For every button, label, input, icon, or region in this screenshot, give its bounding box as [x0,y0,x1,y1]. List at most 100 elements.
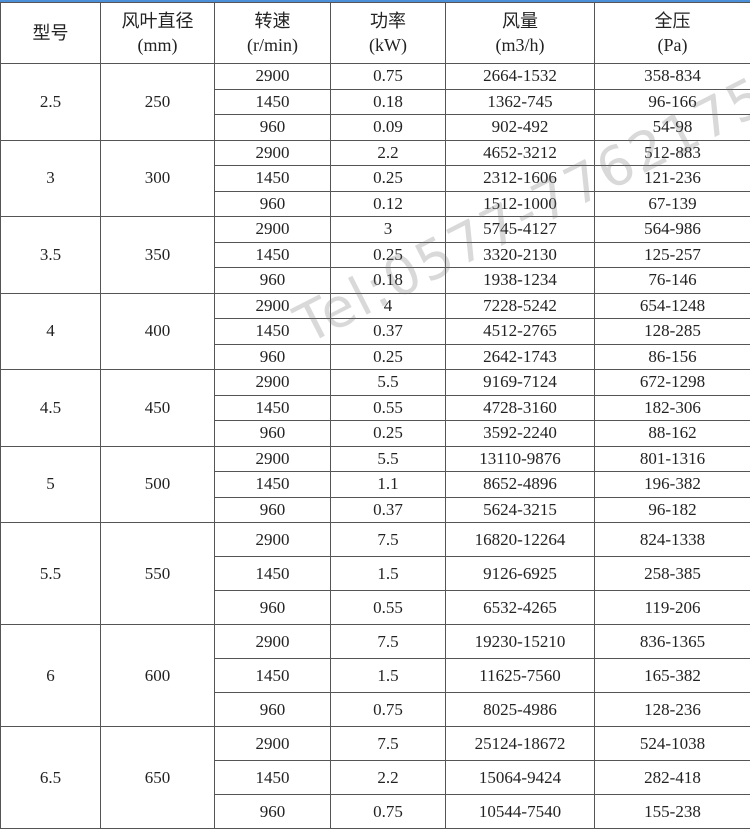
pressure-cell: 155-238 [594,794,750,829]
header-unit: (r/min) [247,35,298,55]
power-cell: 2.2 [330,760,446,795]
power-cell: 2.2 [330,139,446,166]
speed-cell: 960 [214,794,331,829]
airflow-cell: 19230-15210 [445,624,595,659]
power-cell: 7.5 [330,624,446,659]
airflow-cell: 9169-7124 [445,369,595,396]
airflow-cell: 3320-2130 [445,241,595,268]
speed-cell: 2900 [214,139,331,166]
speed-cell: 2900 [214,63,331,90]
table-row: 3 300 2900 2.2 4652-3212 512-883 [0,139,750,217]
speed-cell: 960 [214,496,331,523]
speed-cell: 960 [214,267,331,294]
model-cell: 6.5 [0,726,101,829]
power-cell: 0.75 [330,692,446,727]
header-unit: (m3/h) [495,35,545,55]
table-row: 1450 1.5 9126-6925 258-385 [1,556,750,591]
pressure-cell: 258-385 [594,556,750,591]
pressure-cell: 182-306 [594,394,750,421]
table-row: 960 0.09 902-492 54-98 [1,114,750,141]
speed-cell: 960 [214,420,331,447]
table-row: 1450 1.5 11625-7560 165-382 [1,658,750,693]
power-cell: 0.18 [330,88,446,115]
power-cell: 0.25 [330,241,446,268]
power-cell: 0.75 [330,794,446,829]
power-cell: 0.55 [330,394,446,421]
header-title: 风叶直径 [121,11,194,31]
model-cell: 3 [0,139,101,217]
speed-cell: 1450 [214,760,331,795]
airflow-cell: 9126-6925 [445,556,595,591]
airflow-cell: 4652-3212 [445,139,595,166]
speed-cell: 2900 [214,726,331,761]
power-cell: 7.5 [330,726,446,761]
airflow-cell: 8025-4986 [445,692,595,727]
airflow-cell: 5624-3215 [445,496,595,523]
header-pressure: 全压 (Pa) [594,2,750,64]
pressure-cell: 67-139 [594,190,750,217]
power-cell: 1.5 [330,658,446,693]
header-title: 转速 [254,11,291,31]
pressure-cell: 512-883 [594,139,750,166]
pressure-cell: 824-1338 [594,522,750,557]
pressure-cell: 96-182 [594,496,750,523]
pressure-cell: 125-257 [594,241,750,268]
header-title: 功率 [370,11,406,31]
speed-cell: 1450 [214,241,331,268]
power-cell: 5.5 [330,369,446,396]
power-cell: 7.5 [330,522,446,557]
pressure-cell: 54-98 [594,114,750,141]
pressure-cell: 86-156 [594,343,750,370]
model-cell: 3.5 [0,216,101,294]
model-cell: 4 [0,292,101,370]
diameter-cell: 300 [100,139,215,217]
table-row: 5.5 550 2900 7.5 16820-12264 824-1338 [0,522,750,625]
airflow-cell: 902-492 [445,114,595,141]
speed-cell: 2900 [214,624,331,659]
airflow-cell: 7228-5242 [445,292,595,319]
header-speed: 转速 (r/min) [214,2,331,64]
table-row: 1450 2.2 15064-9424 282-418 [1,760,750,795]
header-airflow: 风量 (m3/h) [445,2,595,64]
airflow-cell: 6532-4265 [445,590,595,625]
airflow-cell: 8652-4896 [445,471,595,498]
header-diameter: 风叶直径 (mm) [100,2,215,64]
airflow-cell: 13110-9876 [445,445,595,472]
header-title: 型号 [32,23,69,43]
pressure-cell: 524-1038 [594,726,750,761]
header-power: 功率 (kW) [330,2,446,64]
table-row: 1450 0.25 2312-1606 121-236 [1,165,750,192]
header-title: 全压 [654,11,691,31]
table-row: 960 0.75 8025-4986 128-236 [1,692,750,727]
power-cell: 0.37 [330,318,446,345]
airflow-cell: 2312-1606 [445,165,595,192]
table-row: 960 0.25 2642-1743 86-156 [1,343,750,370]
table-body: 2.5 250 2900 0.75 2664-1532 358-834 1450 0.18 13… [0,63,750,829]
airflow-cell: 2642-1743 [445,343,595,370]
table-row: 5 500 2900 5.5 13110-9876 801-1316 [0,445,750,523]
model-cell: 5 [0,445,101,523]
table-row: 4 400 2900 4 7228-5242 654-1248 [0,292,750,370]
speed-cell: 2900 [214,445,331,472]
power-cell: 0.37 [330,496,446,523]
model-cell: 6 [0,624,101,727]
diameter-cell: 650 [100,726,215,829]
diameter-cell: 250 [100,63,215,141]
speed-cell: 1450 [214,556,331,591]
table-row: 1450 0.18 1362-745 96-166 [1,88,750,115]
pressure-cell: 196-382 [594,471,750,498]
speed-cell: 960 [214,590,331,625]
table-row: 960 0.75 10544-7540 155-238 [1,794,750,829]
pressure-cell: 801-1316 [594,445,750,472]
header-unit: (mm) [137,35,178,55]
header-model: 型号 [0,2,101,64]
airflow-cell: 1362-745 [445,88,595,115]
table-row: 1450 0.55 4728-3160 182-306 [1,394,750,421]
table-row: 4.5 450 2900 5.5 9169-7124 672-1298 [0,369,750,447]
diameter-cell: 400 [100,292,215,370]
power-cell: 5.5 [330,445,446,472]
airflow-cell: 5745-4127 [445,216,595,243]
airflow-cell: 1938-1234 [445,267,595,294]
airflow-cell: 11625-7560 [445,658,595,693]
pressure-cell: 128-236 [594,692,750,727]
